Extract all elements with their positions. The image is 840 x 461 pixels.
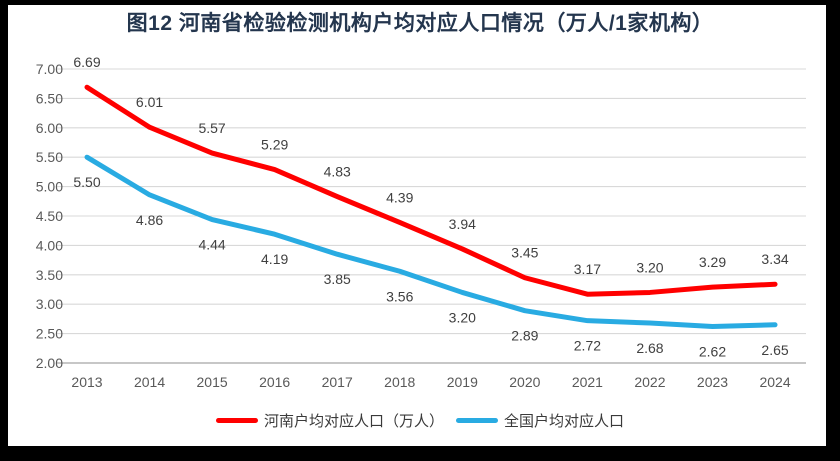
y-tick-label: 2.00 (36, 355, 63, 371)
x-tick-label: 2013 (71, 374, 102, 390)
series-line-1 (84, 154, 778, 330)
y-tick-label: 3.50 (36, 267, 63, 283)
data-label-series-0: 4.83 (324, 164, 351, 180)
data-label-series-1: 3.56 (386, 288, 413, 304)
legend-swatch-henan-line (215, 418, 258, 423)
x-tick-label: 2021 (572, 374, 603, 390)
data-label-series-0: 5.29 (261, 137, 288, 153)
data-label-series-0: 3.29 (699, 254, 726, 270)
data-label-series-1: 3.85 (324, 271, 351, 287)
data-label-series-0: 3.45 (511, 245, 538, 261)
data-label-series-1: 3.20 (449, 309, 476, 325)
legend: 河南户均对应人口（万人） 全国户均对应人口 (0, 410, 840, 431)
data-label-series-1: 2.89 (511, 328, 538, 344)
data-label-series-0: 3.34 (761, 251, 788, 267)
legend-label-national: 全国户均对应人口 (504, 413, 625, 430)
x-tick-label: 2020 (509, 374, 540, 390)
x-tick-label: 2014 (134, 374, 165, 390)
x-tick-label: 2023 (697, 374, 728, 390)
x-tick-label: 2018 (384, 374, 415, 390)
x-tick-label: 2024 (759, 374, 790, 390)
data-label-series-1: 2.62 (699, 344, 726, 360)
data-label-series-1: 4.86 (136, 212, 163, 228)
data-label-series-1: 2.68 (636, 340, 663, 356)
legend-label-henan: 河南户均对应人口（万人） (263, 413, 444, 430)
data-label-series-0: 3.17 (574, 261, 601, 277)
data-label-series-1: 4.19 (261, 251, 288, 267)
y-tick-label: 4.00 (36, 237, 63, 253)
data-label-series-1: 2.65 (761, 342, 788, 358)
data-label-series-1: 4.44 (198, 237, 225, 253)
x-tick-label: 2022 (634, 374, 665, 390)
data-label-series-0: 4.39 (386, 189, 413, 205)
series-line-0 (84, 84, 778, 297)
chart-title: 图12 河南省检验检测机构户均对应人口情况（万人/1家机构） (126, 12, 714, 35)
legend-swatch-national-line (456, 418, 498, 423)
legend-item-national: 全国户均对应人口 (456, 410, 624, 431)
y-tick-label: 6.50 (36, 90, 63, 106)
y-tick-label: 3.00 (36, 296, 63, 312)
data-label-series-0: 5.57 (198, 120, 225, 136)
data-label-series-0: 3.94 (449, 216, 476, 232)
x-tick-label: 2016 (259, 374, 290, 390)
y-tick-label: 5.00 (36, 179, 63, 195)
line-chart-plot-area: 2.00 2.50 3.00 3.50 4.00 4.50 5.00 5.50 6.00 6.50… (36, 54, 806, 390)
data-label-series-1: 2.72 (574, 338, 601, 354)
data-label-series-0: 6.01 (136, 94, 163, 110)
legend-item-henan: 河南户均对应人口（万人） (215, 410, 444, 431)
data-label-series-0: 3.20 (636, 259, 663, 275)
y-tick-label: 7.00 (36, 61, 63, 77)
y-tick-label: 4.50 (36, 208, 63, 224)
x-tick-label: 2019 (447, 374, 478, 390)
y-tick-label: 2.50 (36, 326, 63, 342)
data-label-series-1: 5.50 (73, 174, 100, 190)
x-tick-label: 2017 (322, 374, 353, 390)
y-tick-label: 6.00 (36, 120, 63, 136)
data-label-series-0: 6.69 (73, 54, 100, 70)
y-tick-label: 5.50 (36, 149, 63, 165)
x-tick-label: 2015 (197, 374, 228, 390)
